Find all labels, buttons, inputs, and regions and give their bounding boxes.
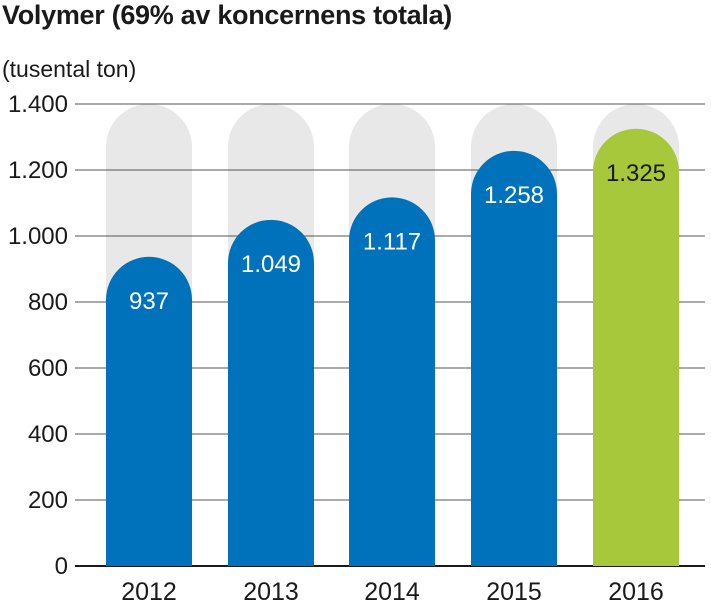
value-label-2013: 1.049: [241, 251, 301, 278]
value-labels: 937 1.049 1.117 1.258 1.325: [129, 160, 666, 315]
y-tick-label: 600: [28, 355, 68, 382]
bar-2015: [471, 150, 557, 566]
bar-2013: [228, 219, 314, 566]
unit-label: (tusental ton): [2, 56, 137, 82]
y-tick-label: 0: [55, 553, 68, 580]
x-tick-label-2016: 2016: [608, 578, 664, 606]
bar-2016: [593, 128, 679, 566]
y-tick-label: 1.400: [8, 91, 68, 118]
x-tick-label-2012: 2012: [121, 578, 177, 606]
y-tick-label: 200: [28, 487, 68, 514]
y-axis-ticks: 0 200 400 600 800 1.000 1.200 1.400: [8, 91, 68, 580]
chart-title: Volymer (69% av koncernens totala): [2, 0, 452, 30]
y-tick-label: 800: [28, 289, 68, 316]
value-label-2015: 1.258: [484, 182, 544, 209]
bar-2012: [106, 256, 192, 566]
x-tick-label-2015: 2015: [486, 578, 542, 606]
value-label-2014: 1.117: [363, 228, 421, 255]
y-tick-label: 1.200: [8, 157, 68, 184]
value-label-2016: 1.325: [606, 160, 666, 187]
y-tick-label: 400: [28, 421, 68, 448]
bars: [106, 128, 679, 566]
y-tick-label: 1.000: [8, 223, 68, 250]
x-tick-label-2013: 2013: [243, 578, 299, 606]
bar-2014: [349, 197, 435, 566]
x-tick-label-2014: 2014: [364, 578, 420, 606]
value-label-2012: 937: [129, 288, 169, 315]
x-axis-ticks: 2012 2013 2014 2015 2016: [121, 578, 664, 606]
